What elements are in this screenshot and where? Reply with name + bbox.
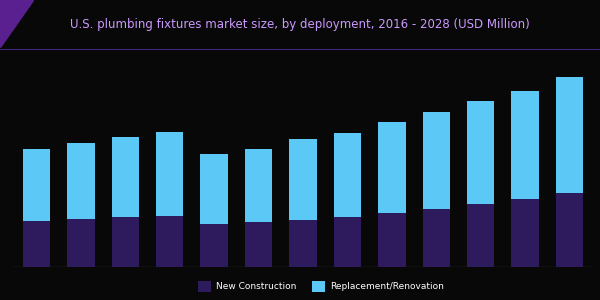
Bar — [67, 219, 95, 267]
Bar — [156, 132, 184, 215]
Bar — [378, 122, 406, 213]
Bar — [112, 137, 139, 217]
Bar — [289, 220, 317, 267]
Bar — [200, 154, 228, 224]
Bar — [245, 222, 272, 267]
Bar — [556, 76, 583, 193]
Bar — [289, 140, 317, 220]
Bar — [200, 224, 228, 267]
Text: New Construction: New Construction — [216, 282, 296, 291]
Bar — [67, 143, 95, 219]
Bar — [245, 149, 272, 222]
Bar — [23, 149, 50, 221]
Bar — [112, 217, 139, 267]
Bar — [422, 208, 450, 267]
Bar — [422, 112, 450, 208]
Text: Replacement/Renovation: Replacement/Renovation — [330, 282, 444, 291]
Polygon shape — [0, 0, 33, 47]
Bar — [511, 91, 539, 199]
Bar — [312, 281, 325, 292]
Bar — [334, 133, 361, 217]
Text: U.S. plumbing fixtures market size, by deployment, 2016 - 2028 (USD Million): U.S. plumbing fixtures market size, by d… — [70, 18, 530, 31]
Bar — [511, 199, 539, 267]
Bar — [467, 101, 494, 204]
Bar — [467, 204, 494, 267]
Bar — [378, 213, 406, 267]
Bar — [198, 281, 211, 292]
Bar — [334, 217, 361, 267]
Bar — [556, 193, 583, 267]
Bar — [156, 215, 184, 267]
Bar — [23, 221, 50, 267]
